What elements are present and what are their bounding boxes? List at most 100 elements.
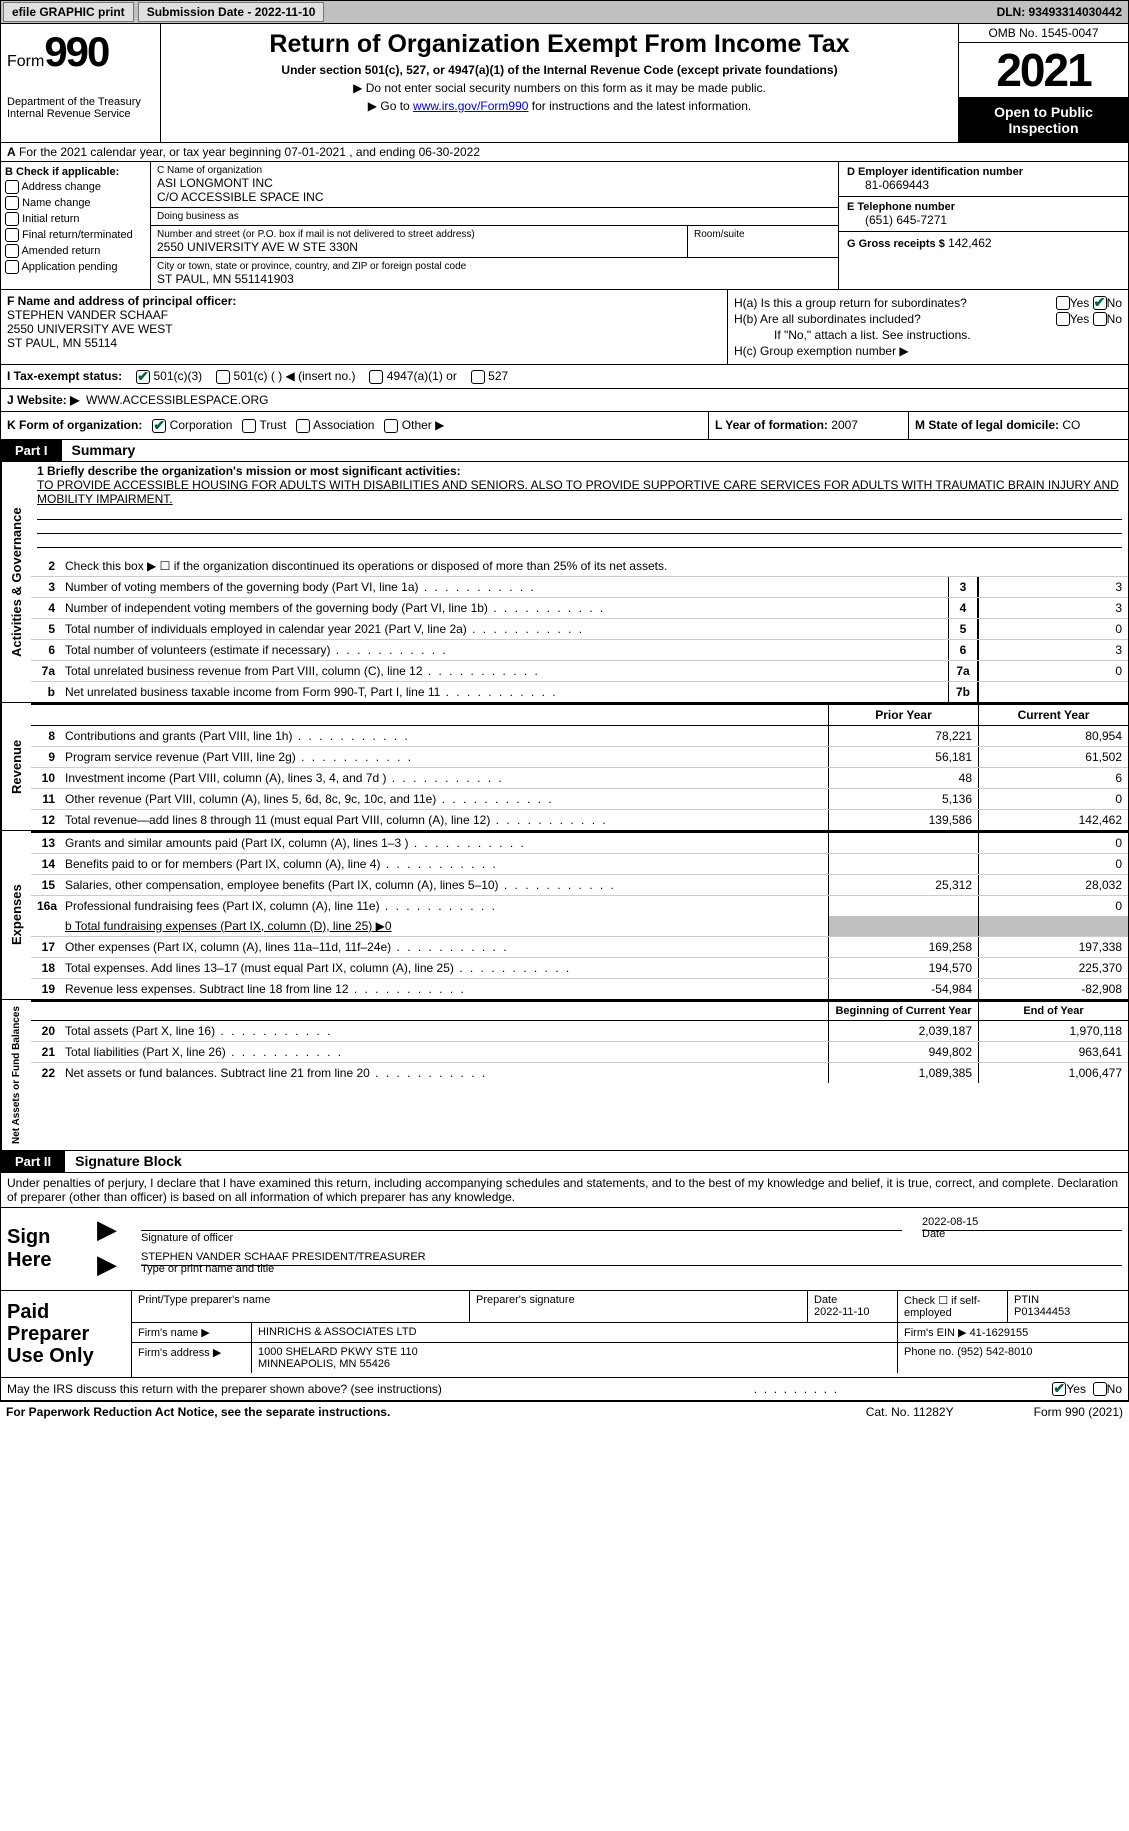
submission-date: Submission Date - 2022-11-10: [138, 2, 325, 22]
table-row: 5Total number of individuals employed in…: [31, 619, 1128, 640]
efile-button[interactable]: efile GRAPHIC print: [3, 2, 134, 22]
chk-527[interactable]: [471, 370, 485, 384]
table-row: 19Revenue less expenses. Subtract line 1…: [31, 979, 1128, 999]
room-suite-label: Room/suite: [688, 226, 838, 257]
table-row: 15Salaries, other compensation, employee…: [31, 875, 1128, 896]
table-row: 12Total revenue—add lines 8 through 11 (…: [31, 810, 1128, 830]
table-row: 21Total liabilities (Part X, line 26)949…: [31, 1042, 1128, 1063]
chk-501c3[interactable]: [136, 370, 150, 384]
street-address: 2550 UNIVERSITY AVE W STE 330N: [157, 240, 681, 254]
col-b: B Check if applicable: Address change Na…: [1, 162, 151, 289]
year-formation: 2007: [831, 418, 858, 432]
chk-address-change[interactable]: [5, 180, 19, 194]
summary-netassets: Net Assets or Fund Balances Beginning of…: [0, 1000, 1129, 1151]
row-j: J Website: ▶ WWW.ACCESSIBLESPACE.ORG: [0, 389, 1129, 412]
org-name: ASI LONGMONT INC C/O ACCESSIBLE SPACE IN…: [157, 176, 832, 204]
ein: 81-0669443: [847, 178, 1120, 192]
officer-name-title: STEPHEN VANDER SCHAAF PRESIDENT/TREASURE…: [141, 1265, 1122, 1280]
top-bar: efile GRAPHIC print Submission Date - 20…: [0, 0, 1129, 24]
table-row: 14Benefits paid to or for members (Part …: [31, 854, 1128, 875]
table-row: 20Total assets (Part X, line 16)2,039,18…: [31, 1021, 1128, 1042]
chk-app-pending[interactable]: [5, 260, 19, 274]
gross-receipts: 142,462: [948, 236, 991, 250]
col-c: C Name of organization ASI LONGMONT INC …: [151, 162, 838, 289]
row-fh: F Name and address of principal officer:…: [0, 290, 1129, 365]
officer-addr1: 2550 UNIVERSITY AVE WEST: [7, 322, 173, 336]
side-revenue: Revenue: [1, 703, 31, 830]
row-klm: K Form of organization: Corporation Trus…: [0, 412, 1129, 440]
part2-header: Part II Signature Block: [0, 1151, 1129, 1173]
chk-other[interactable]: [384, 419, 398, 433]
page-footer: For Paperwork Reduction Act Notice, see …: [0, 1401, 1129, 1422]
col-d: D Employer identification number 81-0669…: [838, 162, 1128, 289]
form-subtitle: Under section 501(c), 527, or 4947(a)(1)…: [171, 63, 948, 77]
firm-address: 1000 SHELARD PKWY STE 110 MINNEAPOLIS, M…: [252, 1343, 898, 1373]
arrow-icon: ▶: [97, 1214, 117, 1245]
table-row: 11Other revenue (Part VIII, column (A), …: [31, 789, 1128, 810]
table-row: 7aTotal unrelated business revenue from …: [31, 661, 1128, 682]
signature-intro: Under penalties of perjury, I declare th…: [0, 1173, 1129, 1208]
chk-initial-return[interactable]: [5, 212, 19, 226]
table-row: 22Net assets or fund balances. Subtract …: [31, 1063, 1128, 1083]
chk-amended[interactable]: [5, 244, 19, 258]
chk-corp[interactable]: [152, 419, 166, 433]
form-number: 990: [44, 28, 108, 75]
telephone: (651) 645-7271: [847, 213, 1120, 227]
form-header: Form990 Department of the Treasury Inter…: [0, 24, 1129, 143]
city-state-zip: ST PAUL, MN 551141903: [157, 272, 832, 286]
chk-assoc[interactable]: [296, 419, 310, 433]
chk-ha-no[interactable]: [1093, 296, 1107, 310]
sig-date: 2022-08-15Date: [922, 1230, 1122, 1245]
tax-year: 2021: [959, 43, 1128, 98]
table-row: 13Grants and similar amounts paid (Part …: [31, 833, 1128, 854]
chk-hb-yes[interactable]: [1056, 312, 1070, 326]
row-a: A For the 2021 calendar year, or tax yea…: [0, 143, 1129, 162]
side-netassets: Net Assets or Fund Balances: [1, 1000, 31, 1150]
firm-phone: (952) 542-8010: [957, 1346, 1032, 1358]
omb-number: OMB No. 1545-0047: [959, 24, 1128, 43]
info-grid: B Check if applicable: Address change Na…: [0, 162, 1129, 290]
state-domicile: CO: [1062, 418, 1080, 432]
note-1: ▶ Do not enter social security numbers o…: [171, 81, 948, 95]
note-2: ▶ Go to www.irs.gov/Form990 for instruct…: [171, 99, 948, 113]
form-title: Return of Organization Exempt From Incom…: [171, 30, 948, 59]
table-row: 10Investment income (Part VIII, column (…: [31, 768, 1128, 789]
mission-text: TO PROVIDE ACCESSIBLE HOUSING FOR ADULTS…: [37, 478, 1119, 506]
chk-final-return[interactable]: [5, 228, 19, 242]
irs-link[interactable]: www.irs.gov/Form990: [413, 99, 528, 113]
website: WWW.ACCESSIBLESPACE.ORG: [86, 393, 268, 407]
sign-here: Sign Here ▶ Signature of officer 2022-08…: [0, 1208, 1129, 1291]
table-row: 4Number of independent voting members of…: [31, 598, 1128, 619]
chk-ha-yes[interactable]: [1056, 296, 1070, 310]
chk-hb-no[interactable]: [1093, 312, 1107, 326]
side-expenses: Expenses: [1, 831, 31, 999]
may-irs-discuss: May the IRS discuss this return with the…: [0, 1378, 1129, 1401]
chk-4947[interactable]: [369, 370, 383, 384]
table-row: 17Other expenses (Part IX, column (A), l…: [31, 937, 1128, 958]
side-activities: Activities & Governance: [1, 462, 31, 702]
summary-expenses: Expenses 13Grants and similar amounts pa…: [0, 831, 1129, 1000]
chk-discuss-yes[interactable]: [1052, 1382, 1066, 1396]
firm-name: HINRICHS & ASSOCIATES LTD: [252, 1323, 898, 1342]
paid-preparer: Paid Preparer Use Only Print/Type prepar…: [0, 1291, 1129, 1378]
table-row: 18Total expenses. Add lines 13–17 (must …: [31, 958, 1128, 979]
table-row: 9Program service revenue (Part VIII, lin…: [31, 747, 1128, 768]
chk-501c[interactable]: [216, 370, 230, 384]
table-row: bNet unrelated business taxable income f…: [31, 682, 1128, 702]
chk-discuss-no[interactable]: [1093, 1382, 1107, 1396]
dln: DLN: 93493314030442: [997, 5, 1128, 19]
form-label: Form: [7, 53, 44, 70]
part1-header: Part I Summary: [0, 440, 1129, 462]
chk-trust[interactable]: [242, 419, 256, 433]
signature-line: Signature of officer: [141, 1230, 902, 1245]
table-row: 6Total number of volunteers (estimate if…: [31, 640, 1128, 661]
dept-label: Department of the Treasury Internal Reve…: [7, 96, 154, 120]
officer-addr2: ST PAUL, MN 55114: [7, 336, 117, 350]
open-to-public: Open to Public Inspection: [959, 98, 1128, 142]
summary-ag: Activities & Governance 1 Briefly descri…: [0, 462, 1129, 703]
firm-ein: 41-1629155: [970, 1327, 1029, 1339]
summary-revenue: Revenue Prior Year Current Year 8Contrib…: [0, 703, 1129, 831]
table-row: 8Contributions and grants (Part VIII, li…: [31, 726, 1128, 747]
chk-name-change[interactable]: [5, 196, 19, 210]
officer-name: STEPHEN VANDER SCHAAF: [7, 308, 168, 322]
